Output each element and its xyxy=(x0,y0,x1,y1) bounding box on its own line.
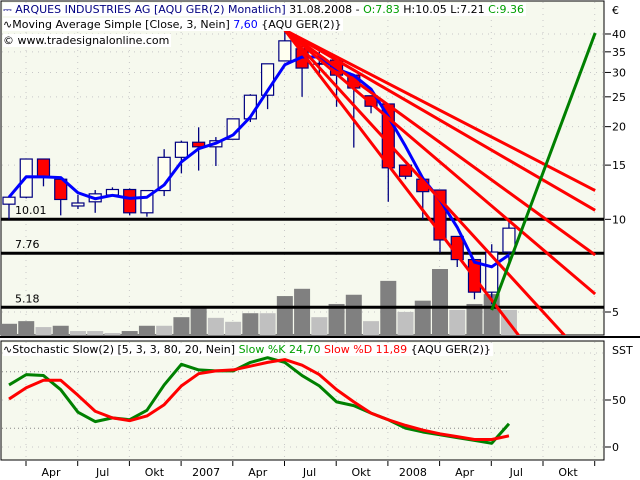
close-value: C:9.36 xyxy=(488,3,524,16)
candle-body xyxy=(192,141,206,148)
low-value: L:7.21 xyxy=(450,3,485,16)
volume-bar xyxy=(311,317,328,335)
volume-bar xyxy=(276,296,293,335)
y-tick-label: 20 xyxy=(612,121,626,134)
rising-trendline xyxy=(490,32,597,311)
slow-d-line xyxy=(8,358,510,441)
ma-symbol: {AQU GER(2)} xyxy=(261,18,342,31)
candlestick-icon: ⎓ xyxy=(3,3,12,16)
x-tick-label: 2007 xyxy=(192,466,220,479)
stoch-axis-label: SST xyxy=(612,344,633,357)
ma-label: Moving Average Simple [Close, 3, Nein] xyxy=(12,18,230,31)
slow-k-value: Slow %K 24,70 xyxy=(238,343,321,356)
volume-bar xyxy=(18,321,35,335)
x-tick-label: Jul xyxy=(509,466,523,479)
volume-bar xyxy=(69,331,86,335)
fan-trendline xyxy=(283,28,597,296)
instrument-name: ARQUES INDUSTRIES AG [AQU GER(2) Monatli… xyxy=(15,3,286,16)
fan-trendline xyxy=(284,28,596,192)
y-tick-label: 25 xyxy=(612,91,626,104)
volume-bar xyxy=(104,333,121,335)
bar-date: 31.08.2008 - xyxy=(289,3,360,16)
y-tick-label: 35 xyxy=(612,46,626,59)
horizontal-line-label: 7.76 xyxy=(15,238,40,251)
volume-bar xyxy=(156,325,173,335)
y-tick-label: 30 xyxy=(612,66,626,79)
candle-body xyxy=(123,188,137,214)
fan-lines[interactable] xyxy=(283,28,597,369)
volume-bar xyxy=(207,317,224,335)
stoch-symbol: {AQU GER(2)} xyxy=(410,343,491,356)
x-tick-label: 2008 xyxy=(399,466,427,479)
stochastic-lines xyxy=(8,356,511,445)
candle-body xyxy=(2,196,16,205)
volume-bar xyxy=(294,288,311,335)
volume-bar xyxy=(138,325,155,335)
volume-bar xyxy=(345,294,362,335)
fan-trendline xyxy=(284,28,596,212)
x-tick-label: Okt xyxy=(352,466,372,479)
volume-bar xyxy=(52,325,69,335)
y-tick-label: 15 xyxy=(612,159,626,172)
candle-body xyxy=(502,227,516,253)
fan-trendline xyxy=(283,29,567,335)
volume-bars xyxy=(1,269,517,335)
volume-bar xyxy=(1,323,17,335)
open-value: O:7.83 xyxy=(363,3,400,16)
y-tick-label: 5 xyxy=(612,306,619,319)
y-tick-label: 40 xyxy=(612,28,626,41)
volume-bar xyxy=(35,327,52,335)
volume-bar xyxy=(466,303,483,335)
ma-value: 7,60 xyxy=(233,18,258,31)
x-tick-label: Okt xyxy=(558,466,578,479)
volume-bar xyxy=(363,321,380,335)
candle-body xyxy=(36,158,51,178)
x-tick-label: Apr xyxy=(455,466,475,479)
x-tick-label: Apr xyxy=(248,466,268,479)
volume-bar xyxy=(449,309,466,335)
x-tick-label: Okt xyxy=(145,466,165,479)
volume-bar xyxy=(432,269,448,335)
horizontal-line-label: 10.01 xyxy=(15,204,47,217)
x-tick-label: Jul xyxy=(95,466,109,479)
currency-label: € xyxy=(612,4,619,17)
y-tick-label: 50 xyxy=(612,394,626,407)
volume-bar xyxy=(397,311,414,335)
volume-bar xyxy=(190,305,207,335)
volume-bar xyxy=(225,321,242,335)
x-tick-label: Jul xyxy=(302,466,316,479)
y-tick-label: 10 xyxy=(612,213,626,226)
instrument-header: ⎓ ARQUES INDUSTRIES AG [AQU GER(2) Monat… xyxy=(3,3,526,16)
axes: 40 35 30 25 20 15 10 5 € Apr Jul Okt 2007 Apr Jul Okt 20… xyxy=(25,4,633,479)
horizontal-lines: 10.01 7.76 5.18 xyxy=(1,204,604,309)
stoch-label: Stochastic Slow(2) [5, 3, 3, 80, 20, Nei… xyxy=(12,343,236,356)
candle-body xyxy=(398,164,413,177)
candle-body xyxy=(485,251,499,293)
ma-legend[interactable]: ∿Moving Average Simple [Close, 3, Nein] … xyxy=(3,18,344,31)
horizontal-line-label: 5.18 xyxy=(15,292,40,305)
volume-bar xyxy=(121,331,138,335)
stochastic-legend[interactable]: ∿Stochastic Slow(2) [5, 3, 3, 80, 20, Ne… xyxy=(3,343,493,356)
fan-trendline xyxy=(283,28,597,257)
volume-bar xyxy=(242,313,259,335)
candle-body xyxy=(278,40,292,62)
x-tick-label: Apr xyxy=(41,466,61,479)
indicator-wave-icon: ∿ xyxy=(3,343,13,356)
candle-body xyxy=(71,202,85,207)
volume-bar xyxy=(259,313,276,335)
fan-trendline xyxy=(283,29,521,335)
copyright: © www.tradesignalonline.com xyxy=(3,34,172,47)
candle-body xyxy=(174,141,188,158)
volume-bar xyxy=(173,317,190,335)
y-tick-label: 0 xyxy=(612,441,619,454)
slow-d-value: Slow %D 11,89 xyxy=(323,343,408,356)
high-value: H:10.05 xyxy=(403,3,447,16)
slow-k-line xyxy=(8,356,511,445)
volume-bar xyxy=(414,300,431,335)
volume-bar xyxy=(87,331,104,335)
indicator-wave-icon: ∿ xyxy=(3,18,13,31)
volume-bar xyxy=(328,303,345,335)
